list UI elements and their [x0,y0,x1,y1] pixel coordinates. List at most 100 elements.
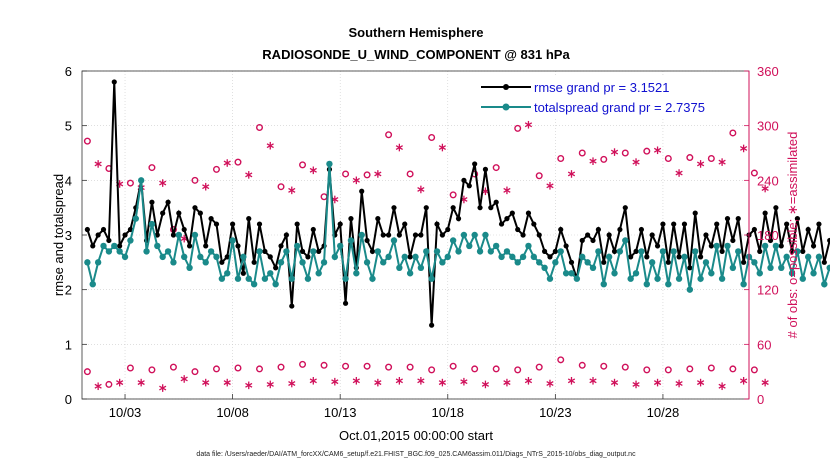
obs-possible-marker [557,154,565,162]
totalspread-point [245,275,252,282]
rmse-point [402,221,408,227]
obs-possible-marker [750,169,758,177]
obs-assimilated-marker [245,171,253,179]
rmse-point [224,254,230,260]
rmse-point [95,232,101,238]
rmse-point [633,248,639,254]
totalspread-point [293,242,301,250]
rmse-point [579,237,585,244]
rmse-point [525,210,532,216]
rmse-point [230,221,236,227]
rmse-point [821,259,827,265]
totalspread-point [315,270,322,277]
obs-assimilated-marker [524,376,533,385]
rmse-point [697,254,704,260]
totalspread-point [702,259,710,266]
totalspread-point [788,270,796,277]
rmse-point [412,232,419,238]
totalspread-point [256,248,263,255]
obs-assimilated-marker [159,384,167,392]
obs-possible-marker [212,165,220,173]
chart-subtitle: RADIOSONDE_U_WIND_COMPONENT @ 831 hPa [262,47,570,62]
obs-assimilated-marker [740,376,748,385]
rmse-point [316,248,322,254]
rmse-point [203,243,209,249]
totalspread-point [751,259,758,266]
rmse-point [294,221,300,227]
totalspread-point [729,264,737,271]
totalspread-point [374,248,382,255]
obs-possible-marker [320,361,328,369]
rmse-point [359,188,365,194]
totalspread-point [579,253,586,261]
obs-possible-marker [729,365,737,373]
rmse-point [434,221,440,227]
grid-lines [82,70,749,400]
totalspread-point [277,259,285,266]
rmse-point [601,259,607,265]
y-tick-label-left: 5 [65,119,72,134]
rmse-point [251,259,257,265]
y-tick-label-right: 60 [757,337,771,352]
totalspread-point [772,242,780,250]
totalspread-point [197,253,204,261]
y-tick-label-right: 180 [757,228,779,243]
rmse-point [472,161,478,167]
totalspread-point [821,281,828,288]
totalspread-point [476,248,484,255]
y-tick-label-right: 300 [757,119,779,134]
totalspread-point [363,259,371,266]
y-tick-label-left: 6 [65,64,72,79]
totalspread-point [417,264,425,271]
obs-assimilated-marker [309,166,317,175]
obs-assimilated-marker [589,157,597,165]
obs-assimilated-marker [202,182,210,191]
totalspread-point [611,270,618,277]
rmse-point [267,254,273,260]
rmse-point [687,265,693,271]
totalspread-point [283,248,290,255]
obs-assimilated-marker [567,376,576,385]
rmse-point [531,221,537,227]
rmse-point [595,226,601,233]
totalspread-point [605,253,613,261]
rmse-point [235,243,241,249]
totalspread-point [175,231,183,239]
obs-possible-marker [406,170,414,178]
obs-assimilated-marker [116,378,124,387]
totalspread-point [94,259,102,266]
totalspread-point [471,231,478,239]
rmse-point [681,221,688,227]
rmse-point [461,177,467,183]
totalspread-point [170,259,177,266]
obs-assimilated-marker [503,186,511,195]
obs-assimilated-marker [481,380,490,389]
totalspread-point [718,275,726,282]
obs-possible-marker [600,362,608,370]
obs-assimilated-marker [761,378,769,387]
obs-possible-marker [277,183,285,191]
rmse-point [671,221,677,227]
rmse-point [714,221,720,227]
rmse-point [450,205,456,211]
rmse-point [676,254,682,260]
rmse-point [509,210,515,216]
rmse-point [170,232,177,238]
x-axis-label: Oct.01,2015 00:00:00 start [339,428,493,443]
rmse-point [380,232,386,238]
rmse-point [730,237,736,244]
totalspread-point [648,259,656,266]
rmse-point [703,232,709,238]
rmse-point [563,243,569,249]
obs-possible-marker [707,154,715,162]
totalspread-point [568,270,575,277]
obs-possible-marker [105,380,113,388]
obs-assimilated-marker [632,380,640,389]
totalspread-point [132,215,139,222]
obs-possible-marker [169,363,177,371]
totalspread-point [143,248,150,255]
totalspread-point [584,259,591,266]
obs-possible-marker [535,363,543,371]
x-tick-label: 10/08 [216,405,249,420]
